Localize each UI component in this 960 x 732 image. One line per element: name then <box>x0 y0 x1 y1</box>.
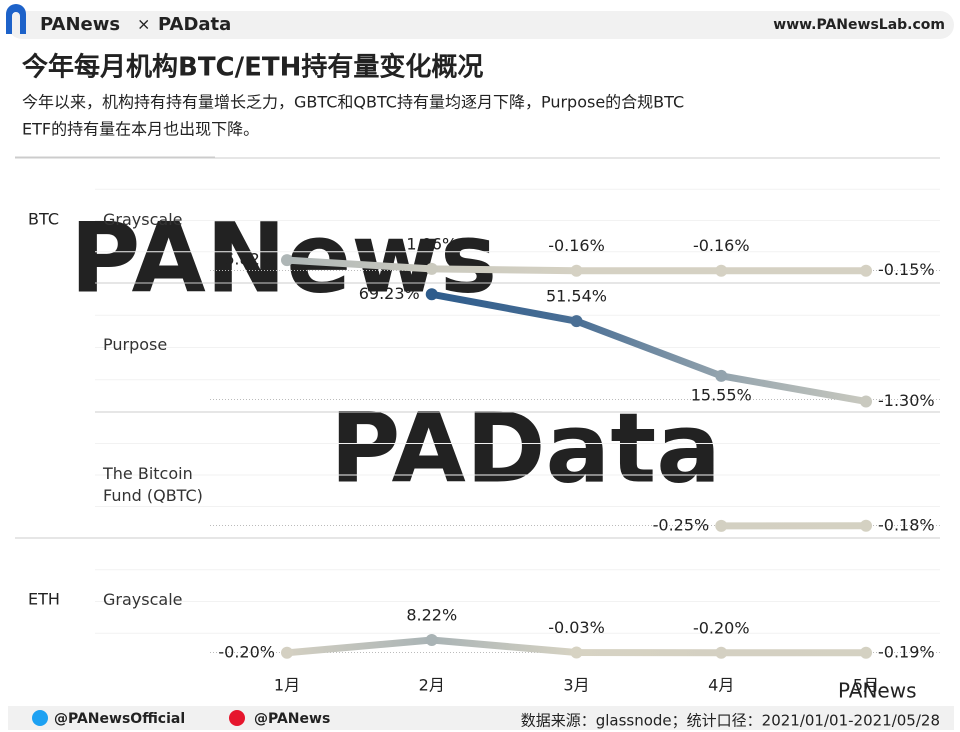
value-label: 15.55% <box>691 385 752 404</box>
value-label: -1.30% <box>878 391 935 410</box>
point <box>860 519 872 532</box>
point <box>425 288 438 301</box>
value-label: -0.16% <box>548 236 605 255</box>
point <box>715 264 728 277</box>
point <box>715 369 728 382</box>
point <box>715 646 728 659</box>
brand: PANews <box>40 14 120 35</box>
watermark: PAData <box>330 392 721 504</box>
x-tick-label: 3月 <box>563 676 589 695</box>
value-label: 8.22% <box>406 606 457 625</box>
value-label: -0.03% <box>548 618 605 637</box>
brand: PAData <box>158 14 231 35</box>
x-tick-label: 1月 <box>274 676 300 695</box>
series-name: Grayscale <box>103 590 183 609</box>
x-tick-label: 2月 <box>419 676 445 695</box>
point <box>570 264 583 277</box>
value-label: 51.54% <box>546 287 607 306</box>
line <box>428 290 870 405</box>
point <box>570 315 583 328</box>
weibo-icon <box>229 710 245 726</box>
group-label: ETH <box>28 590 60 609</box>
watermark: PANews <box>838 679 917 703</box>
value-label: -0.18% <box>878 515 935 534</box>
value-label: -0.25% <box>653 515 710 534</box>
point <box>570 646 583 659</box>
value-label: -0.19% <box>878 642 935 661</box>
brand-separator: × <box>137 15 150 34</box>
twitter-handle: @PANewsOfficial <box>54 711 185 727</box>
point <box>860 395 872 408</box>
value-label: 69.23% <box>359 284 420 303</box>
point <box>860 646 872 659</box>
series-name: Purpose <box>103 335 168 354</box>
point <box>860 264 872 277</box>
value-label: -0.20% <box>693 618 750 637</box>
series-name: The Bitcoin Fund (QBTC) <box>103 464 203 505</box>
x-tick-label: 4月 <box>708 676 734 695</box>
source: 数据来源：glassnode；统计口径：2021/01/01-2021/05/2… <box>521 712 940 730</box>
point <box>281 254 293 267</box>
value-label: -0.16% <box>693 236 750 255</box>
x-tick-label: 5月 <box>853 676 879 695</box>
group-label: BTC <box>28 210 59 229</box>
point <box>281 646 293 659</box>
subtitle: ETF的持有量在本月也出现下降。 <box>22 120 259 139</box>
series-name: Grayscale <box>103 210 183 229</box>
weibo-handle: @PANews <box>254 711 330 727</box>
header-bar <box>8 11 954 39</box>
value-label: -0.20% <box>218 642 275 661</box>
url: www.PANewsLab.com <box>773 17 945 33</box>
chart-title: 今年每月机构BTC/ETH持有量变化概况 <box>22 52 483 83</box>
point <box>715 519 728 532</box>
subtitle: 今年以来，机构持有持有量增长乏力，GBTC和QBTC持有量均逐月下降，Purpo… <box>22 93 684 112</box>
value-label: -0.15% <box>878 260 935 279</box>
point <box>425 262 438 275</box>
value-label: 1.06% <box>406 234 457 253</box>
logo <box>6 4 26 34</box>
value-label: 6.82% <box>224 250 275 269</box>
footer-bar <box>8 706 954 730</box>
point <box>425 634 438 647</box>
twitter-icon <box>32 710 48 726</box>
